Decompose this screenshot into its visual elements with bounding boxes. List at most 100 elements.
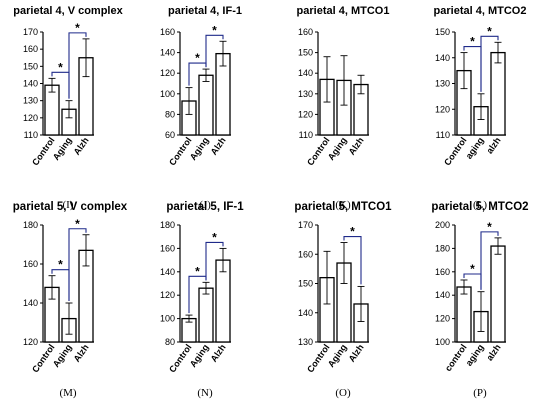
y-tick-label: 150 — [298, 279, 313, 289]
category-label: Alzh — [72, 135, 91, 156]
significance-star: * — [195, 264, 200, 278]
category-label: Aging — [188, 342, 211, 369]
y-tick-label: 120 — [160, 68, 175, 78]
chart-panel: parietal 5, MTCO2 100 120 140 160 180 200 contr… — [431, 201, 528, 399]
y-tick-label: 120 — [23, 337, 38, 347]
significance-star: * — [487, 24, 492, 38]
category-label: Aging — [326, 342, 349, 369]
y-tick-label: 180 — [23, 220, 38, 230]
category-label: Alzh — [209, 342, 228, 363]
y-tick-label: 150 — [298, 48, 313, 58]
y-tick-label: 160 — [23, 259, 38, 269]
y-tick-label: 80 — [165, 109, 175, 119]
y-tick-label: 160 — [298, 249, 313, 259]
y-tick-label: 160 — [160, 243, 175, 253]
category-label: Aging — [51, 342, 74, 369]
category-label: control — [443, 342, 469, 373]
y-tick-label: 80 — [165, 337, 175, 347]
chart-panel: parietal 4, IF-16080100120140160ControlA… — [160, 5, 242, 211]
y-tick-label: 130 — [23, 96, 38, 106]
significance-star: * — [195, 51, 200, 65]
category-label: Control — [30, 342, 57, 374]
chart-title: parietal 5, IF-1 — [166, 201, 244, 213]
significance-bracket — [205, 34, 224, 68]
panel-label: (P) — [473, 387, 487, 399]
y-tick-label: 130 — [298, 89, 313, 99]
category-label: Aging — [51, 135, 74, 162]
y-tick-label: 160 — [298, 27, 313, 37]
chart-title: parietal 5, MTCO2 — [431, 201, 528, 213]
y-tick-label: 140 — [23, 298, 38, 308]
y-tick-label: 140 — [23, 79, 38, 89]
chart-panel: parietal 4, MTCO1 110 120 130 140 150 160 Contr… — [297, 5, 390, 211]
y-tick-label: 60 — [165, 130, 175, 140]
category-label: Control — [442, 135, 469, 167]
y-tick-label: 120 — [435, 314, 450, 324]
panel-label: (M) — [59, 387, 76, 399]
bar — [490, 245, 506, 343]
bar — [44, 84, 60, 136]
significance-bracket — [68, 32, 87, 99]
y-tick-label: 160 — [435, 267, 450, 277]
significance-star: * — [470, 262, 475, 276]
category-label: aging — [464, 135, 486, 160]
y-tick-label: 130 — [298, 337, 313, 347]
significance-star: * — [470, 35, 475, 49]
y-tick-label: 140 — [160, 267, 175, 277]
bar — [456, 286, 472, 343]
category-label: Alzh — [347, 342, 366, 363]
category-label: alzh — [484, 135, 502, 155]
significance-bracket — [68, 228, 87, 301]
y-tick-label: 170 — [23, 27, 38, 37]
category-label: Control — [30, 135, 57, 167]
y-tick-label: 120 — [160, 290, 175, 300]
bar — [198, 74, 214, 136]
y-tick-label: 100 — [160, 314, 175, 324]
significance-bracket — [480, 35, 499, 92]
y-tick-label: 130 — [435, 79, 450, 89]
category-label: Control — [305, 342, 332, 374]
significance-star: * — [58, 60, 63, 74]
y-tick-label: 140 — [160, 48, 175, 58]
chart-title: parietal 5, V complex — [13, 201, 128, 213]
panel-label: (N) — [197, 387, 213, 399]
chart-title: parietal 4, MTCO2 — [434, 5, 527, 17]
bar — [490, 51, 506, 136]
y-tick-label: 120 — [23, 113, 38, 123]
y-tick-label: 100 — [435, 337, 450, 347]
category-label: Alzh — [347, 135, 366, 156]
chart-title: parietal 4, IF-1 — [168, 5, 242, 17]
significance-star: * — [75, 21, 80, 35]
y-tick-label: 110 — [24, 130, 38, 140]
category-label: aging — [464, 342, 486, 367]
bar — [215, 259, 231, 343]
significance-bracket — [343, 236, 362, 285]
y-tick-label: 160 — [23, 44, 38, 54]
panel-label: (O) — [335, 387, 351, 399]
y-tick-label: 140 — [435, 290, 450, 300]
chart-title: parietal 4, V complex — [13, 5, 123, 17]
y-tick-label: 140 — [298, 68, 313, 78]
significance-bracket — [480, 231, 499, 290]
y-tick-label: 160 — [160, 27, 175, 37]
significance-star: * — [75, 217, 80, 231]
panel-label: (L) — [473, 199, 487, 211]
category-label: Control — [305, 135, 332, 167]
significance-star: * — [487, 220, 492, 234]
y-tick-label: 100 — [160, 89, 175, 99]
significance-star: * — [212, 23, 217, 37]
category-label: Control — [167, 135, 194, 167]
significance-bracket — [205, 241, 224, 281]
category-label: alzh — [484, 342, 502, 362]
y-tick-label: 170 — [298, 220, 313, 230]
panel-label: (I) — [63, 199, 74, 211]
y-tick-label: 110 — [436, 130, 450, 140]
chart-panel: parietal 4, V complex 110 120 130 140 150 160 1… — [13, 5, 123, 211]
y-tick-label: 120 — [435, 104, 450, 114]
significance-star: * — [212, 230, 217, 244]
chart-panel: parietal 4, MTCO2110120130140150Controla… — [434, 5, 527, 211]
chart-panel: parietal 5, V complex 120 140 160 180 Control… — [13, 201, 128, 399]
chart-title: parietal 5, MTCO1 — [294, 201, 392, 213]
bar — [198, 287, 214, 343]
